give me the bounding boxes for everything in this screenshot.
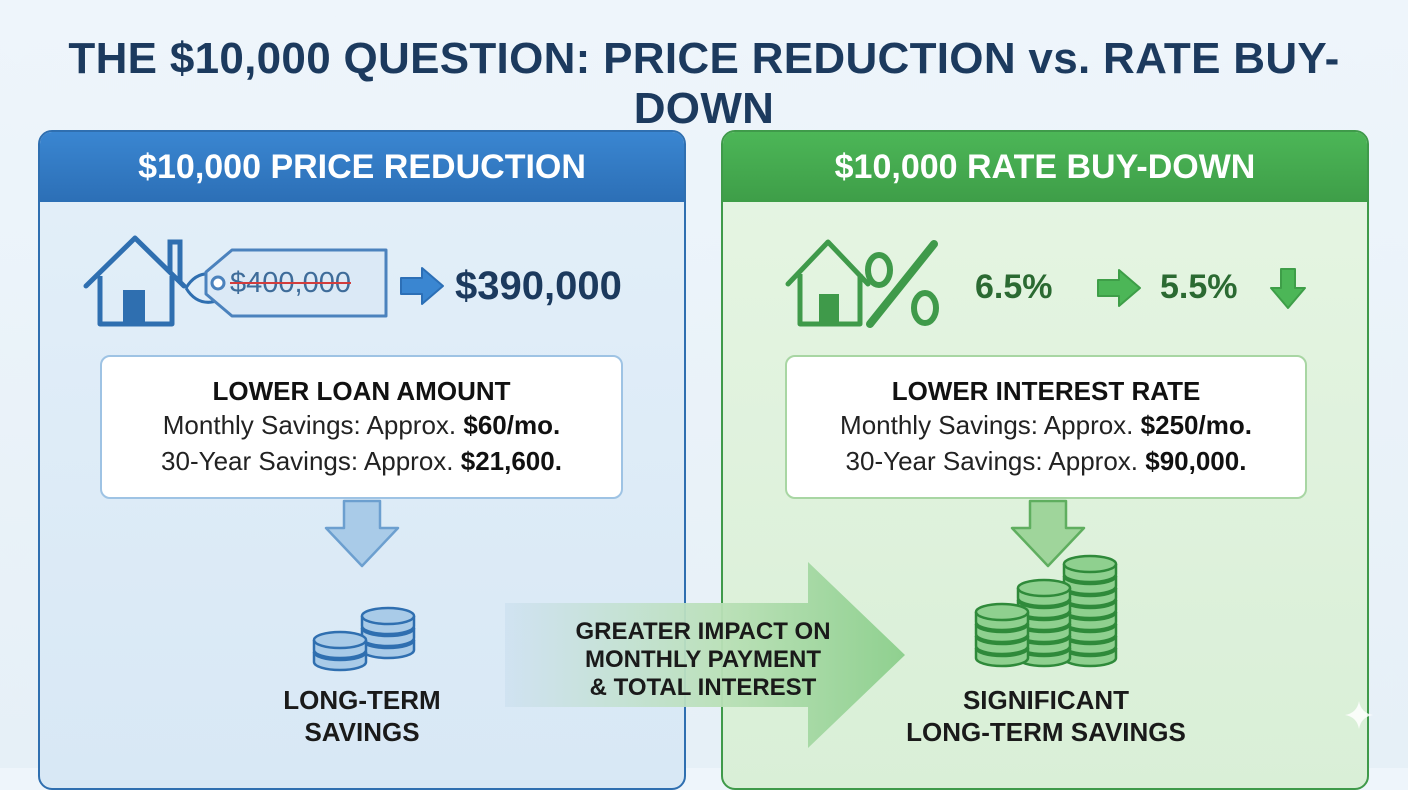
new-price: $390,000 [455,264,622,308]
arrow-down-icon [324,499,400,568]
coin-stack-icon [974,554,1118,668]
left-caption: LONG-TERM SAVINGS [283,685,441,747]
right-caption: SIGNIFICANT LONG-TERM SAVINGS [906,685,1186,747]
rate-buydown-header: $10,000 RATE BUY-DOWN [723,132,1367,202]
lower-interest-rate-box: LOWER INTEREST RATE Monthly Savings: App… [785,355,1307,499]
sparkle-icon [1345,701,1373,729]
arrow-down-icon [1010,499,1086,568]
coin-stack-icon [312,606,416,672]
right-monthly-savings: Monthly Savings: Approx. $250/mo. [840,410,1252,440]
right-thirty-year-savings: 30-Year Savings: Approx. $90,000. [845,446,1247,476]
price-tag-icon [184,248,388,318]
house-icon [83,235,187,327]
original-price: $400,000 [230,267,351,299]
page-title: THE $10,000 QUESTION: PRICE REDUCTION vs… [68,34,1340,133]
greater-impact-text: GREATER IMPACT ON MONTHLY PAYMENT & TOTA… [575,618,831,701]
lower-interest-rate-title: LOWER INTEREST RATE [891,376,1201,406]
arrow-right-icon [1097,269,1141,307]
arrow-right-icon [400,267,444,305]
lower-loan-amount-box: LOWER LOAN AMOUNT Monthly Savings: Appro… [100,355,623,499]
old-rate: 6.5% [975,268,1053,306]
left-monthly-savings: Monthly Savings: Approx. $60/mo. [162,410,561,440]
new-rate: 5.5% [1160,268,1238,306]
house-percent-icon [785,239,939,328]
lower-loan-amount-title: LOWER LOAN AMOUNT [212,376,511,406]
price-reduction-header: $10,000 PRICE REDUCTION [40,132,684,202]
arrow-down-icon [1270,268,1306,309]
left-thirty-year-savings: 30-Year Savings: Approx. $21,600. [161,446,562,476]
greater-impact-arrow-icon [505,562,905,748]
